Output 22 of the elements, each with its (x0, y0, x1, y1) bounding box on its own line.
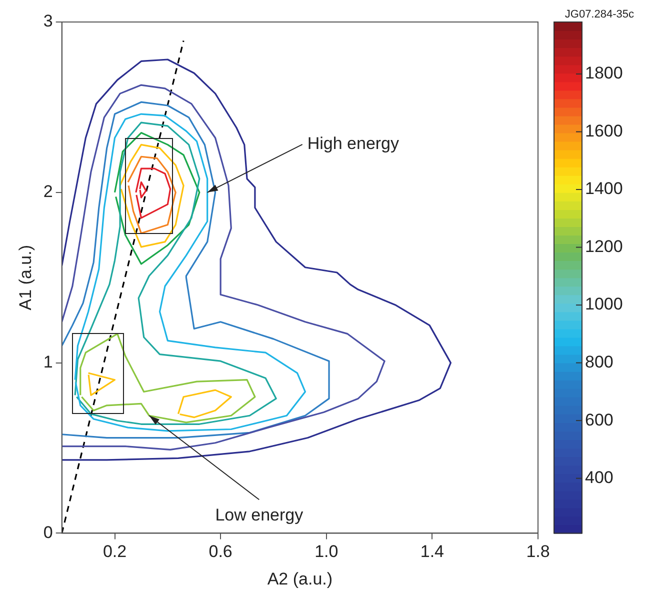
color-bar-label: 400 (585, 468, 614, 488)
x-tick-label: 0.6 (208, 542, 232, 562)
y-tick-label: 2 (43, 182, 53, 202)
color-bar-label: 1000 (585, 294, 623, 314)
color-bar-label: 1600 (585, 121, 623, 140)
y-tick-label: 3 (43, 12, 53, 31)
annotation: High energy (307, 134, 400, 154)
y-tick-label: 0 (43, 522, 53, 542)
annotation: Low energy (215, 505, 304, 524)
text: JG07.284-35c (564, 8, 634, 21)
color-bar-label: 800 (585, 352, 614, 372)
x-tick-label: 1.0 (314, 542, 338, 562)
y-tick-label: 1 (43, 352, 53, 372)
y-axis-title: A1 (a.u.) (16, 245, 35, 310)
color-bar-label: 1200 (585, 236, 623, 256)
x-axis-title: A2 (a.u.) (267, 569, 333, 588)
x-tick-label: 0.2 (102, 542, 127, 562)
x-tick-label: 1.8 (526, 542, 550, 562)
color-bar-label: 1800 (585, 64, 623, 83)
x-tick-label: 1.4 (420, 542, 444, 562)
color-bar-label: 600 (585, 410, 614, 430)
color-bar-label: 1400 (585, 179, 623, 198)
